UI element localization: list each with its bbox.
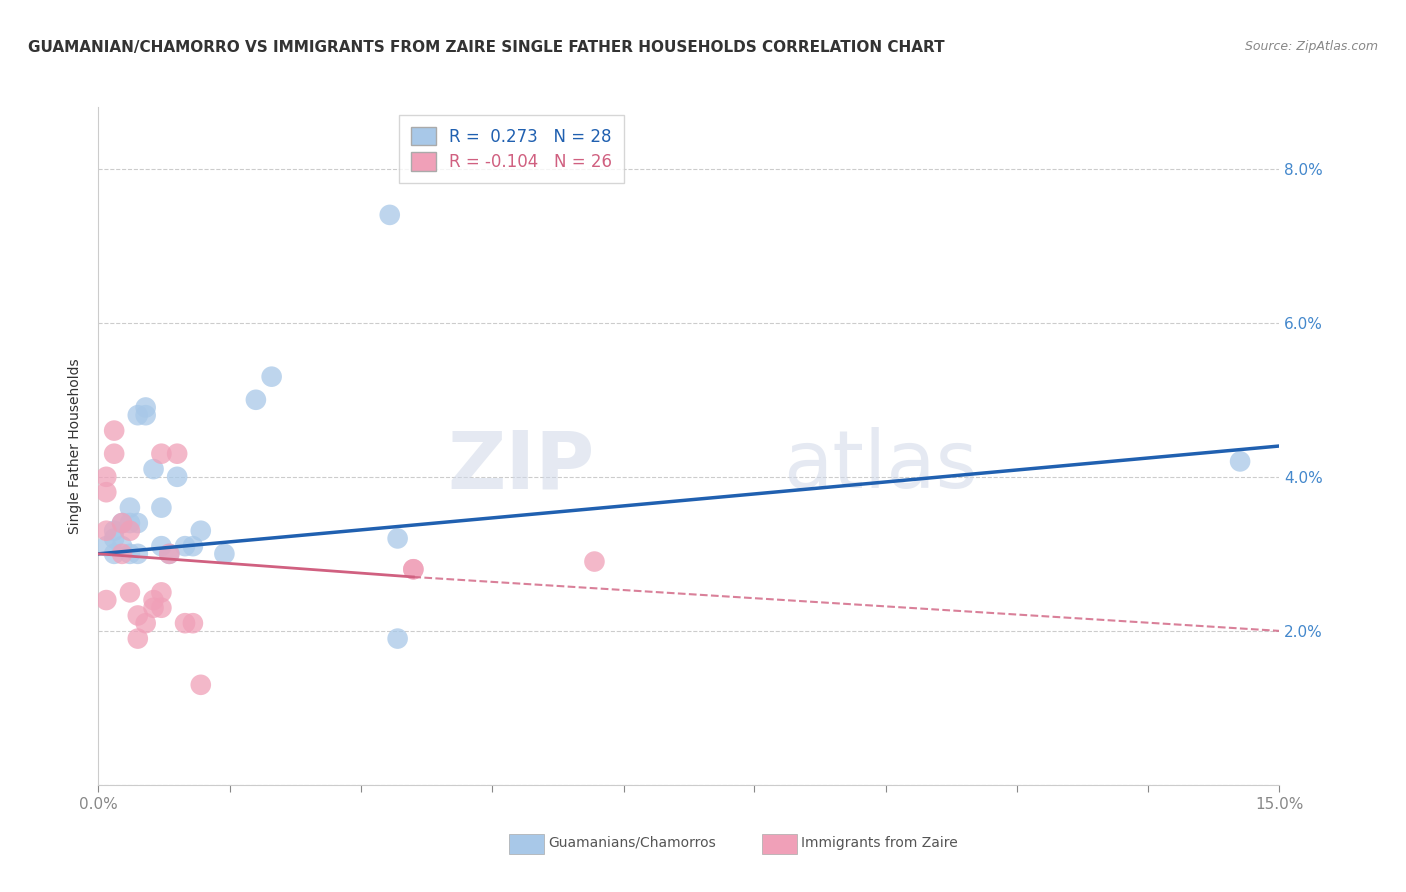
Point	[387, 532, 409, 546]
Text: atlas: atlas	[783, 427, 977, 506]
Point	[103, 447, 125, 461]
Point	[111, 516, 134, 530]
Point	[111, 539, 134, 553]
Point	[150, 447, 173, 461]
Point	[174, 616, 197, 631]
Point	[190, 524, 212, 538]
Point	[181, 616, 204, 631]
Point	[142, 462, 165, 476]
Y-axis label: Single Father Households: Single Father Households	[69, 359, 83, 533]
Point	[118, 524, 141, 538]
Point	[142, 600, 165, 615]
Point	[118, 516, 141, 530]
Point	[181, 539, 204, 553]
Point	[111, 547, 134, 561]
Point	[387, 632, 409, 646]
Point	[260, 369, 283, 384]
Point	[402, 562, 425, 576]
Point	[118, 585, 141, 599]
Point	[127, 547, 149, 561]
Point	[127, 608, 149, 623]
Point	[103, 524, 125, 538]
Point	[135, 616, 157, 631]
Point	[214, 547, 236, 561]
Point	[157, 547, 180, 561]
Text: Guamanians/Chamorros: Guamanians/Chamorros	[548, 836, 716, 850]
Point	[96, 593, 118, 607]
Point	[150, 600, 173, 615]
Point	[135, 401, 157, 415]
Point	[96, 524, 118, 538]
Point	[402, 562, 425, 576]
Point	[190, 678, 212, 692]
Point	[150, 585, 173, 599]
Point	[142, 593, 165, 607]
Point	[127, 516, 149, 530]
Point	[118, 500, 141, 515]
Point	[103, 532, 125, 546]
Point	[96, 470, 118, 484]
Point	[174, 539, 197, 553]
Text: Source: ZipAtlas.com: Source: ZipAtlas.com	[1244, 40, 1378, 54]
Point	[135, 408, 157, 422]
Point	[118, 547, 141, 561]
Point	[111, 516, 134, 530]
Point	[103, 424, 125, 438]
Point	[127, 632, 149, 646]
Text: ZIP: ZIP	[447, 427, 595, 506]
Point	[378, 208, 401, 222]
Point	[96, 539, 118, 553]
Text: Immigrants from Zaire: Immigrants from Zaire	[801, 836, 957, 850]
Point	[150, 539, 173, 553]
Point	[127, 408, 149, 422]
Point	[166, 447, 188, 461]
Point	[150, 500, 173, 515]
Point	[583, 555, 606, 569]
Point	[157, 547, 180, 561]
Text: GUAMANIAN/CHAMORRO VS IMMIGRANTS FROM ZAIRE SINGLE FATHER HOUSEHOLDS CORRELATION: GUAMANIAN/CHAMORRO VS IMMIGRANTS FROM ZA…	[28, 40, 945, 55]
Point	[245, 392, 267, 407]
Legend: R =  0.273   N = 28, R = -0.104   N = 26: R = 0.273 N = 28, R = -0.104 N = 26	[399, 115, 624, 183]
Point	[1229, 454, 1251, 468]
Point	[96, 485, 118, 500]
Point	[103, 547, 125, 561]
Point	[166, 470, 188, 484]
